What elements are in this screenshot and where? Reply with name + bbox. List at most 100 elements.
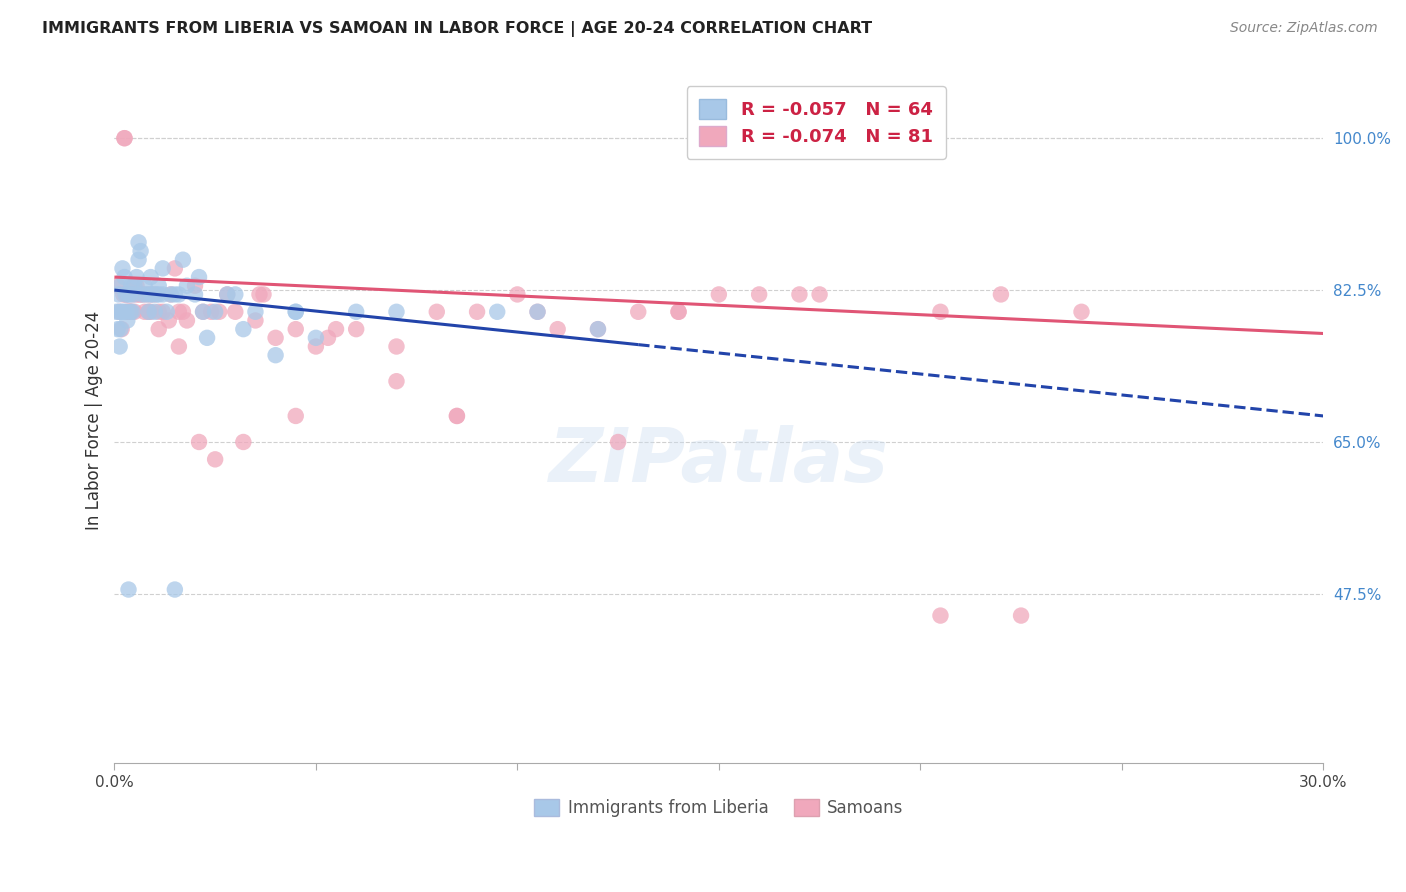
- Point: [135, 287, 157, 301]
- Point: [110, 278, 132, 293]
- Point: [139, 287, 162, 301]
- Point: [184, 278, 207, 293]
- Point: [120, 305, 142, 319]
- Point: [159, 287, 181, 301]
- Point: [124, 305, 146, 319]
- Point: [668, 305, 690, 319]
- Point: [264, 348, 287, 362]
- Point: [111, 261, 134, 276]
- Point: [135, 287, 157, 301]
- Point: [208, 305, 231, 319]
- Point: [506, 287, 529, 301]
- Point: [129, 287, 152, 301]
- Point: [526, 305, 548, 319]
- Point: [249, 287, 271, 301]
- Point: [152, 261, 174, 276]
- Point: [344, 322, 367, 336]
- Point: [107, 287, 129, 301]
- Point: [117, 582, 139, 597]
- Point: [167, 287, 190, 301]
- Point: [117, 313, 139, 327]
- Point: [990, 287, 1012, 301]
- Point: [547, 322, 569, 336]
- Point: [316, 331, 339, 345]
- Point: [115, 305, 138, 319]
- Point: [184, 287, 207, 301]
- Point: [232, 434, 254, 449]
- Point: [707, 287, 730, 301]
- Text: ZIPatlas: ZIPatlas: [548, 425, 889, 498]
- Point: [134, 278, 156, 293]
- Point: [145, 287, 167, 301]
- Point: [108, 305, 131, 319]
- Point: [217, 287, 239, 301]
- Point: [114, 131, 136, 145]
- Point: [325, 322, 347, 336]
- Point: [134, 305, 156, 319]
- Point: [172, 305, 194, 319]
- Legend: Immigrants from Liberia, Samoans: Immigrants from Liberia, Samoans: [527, 792, 910, 823]
- Point: [120, 305, 142, 319]
- Point: [125, 270, 148, 285]
- Point: [118, 305, 141, 319]
- Point: [107, 322, 129, 336]
- Point: [163, 582, 186, 597]
- Point: [200, 305, 222, 319]
- Point: [148, 305, 170, 319]
- Point: [176, 313, 198, 327]
- Y-axis label: In Labor Force | Age 20-24: In Labor Force | Age 20-24: [86, 310, 103, 530]
- Point: [224, 305, 246, 319]
- Point: [108, 339, 131, 353]
- Point: [128, 287, 150, 301]
- Point: [163, 261, 186, 276]
- Point: [929, 305, 952, 319]
- Point: [138, 305, 160, 319]
- Point: [131, 287, 153, 301]
- Point: [108, 305, 131, 319]
- Point: [120, 278, 142, 293]
- Point: [929, 608, 952, 623]
- Point: [117, 305, 139, 319]
- Point: [139, 305, 162, 319]
- Point: [117, 287, 139, 301]
- Point: [627, 305, 650, 319]
- Point: [115, 305, 138, 319]
- Point: [139, 287, 162, 301]
- Point: [124, 278, 146, 293]
- Point: [112, 305, 135, 319]
- Point: [465, 305, 488, 319]
- Point: [668, 305, 690, 319]
- Point: [112, 287, 135, 301]
- Point: [188, 270, 211, 285]
- Point: [586, 322, 609, 336]
- Point: [117, 287, 139, 301]
- Point: [284, 409, 307, 423]
- Point: [142, 287, 165, 301]
- Point: [120, 305, 142, 319]
- Point: [129, 244, 152, 258]
- Point: [204, 452, 226, 467]
- Point: [122, 278, 145, 293]
- Point: [344, 305, 367, 319]
- Point: [195, 331, 218, 345]
- Point: [245, 305, 267, 319]
- Point: [526, 305, 548, 319]
- Point: [176, 278, 198, 293]
- Point: [159, 287, 181, 301]
- Point: [156, 305, 179, 319]
- Point: [167, 305, 190, 319]
- Point: [748, 287, 770, 301]
- Point: [224, 287, 246, 301]
- Point: [143, 287, 166, 301]
- Point: [188, 434, 211, 449]
- Point: [264, 331, 287, 345]
- Point: [252, 287, 274, 301]
- Point: [111, 322, 134, 336]
- Point: [138, 305, 160, 319]
- Point: [191, 305, 214, 319]
- Point: [128, 235, 150, 250]
- Point: [114, 270, 136, 285]
- Point: [191, 305, 214, 319]
- Point: [305, 331, 328, 345]
- Point: [385, 305, 408, 319]
